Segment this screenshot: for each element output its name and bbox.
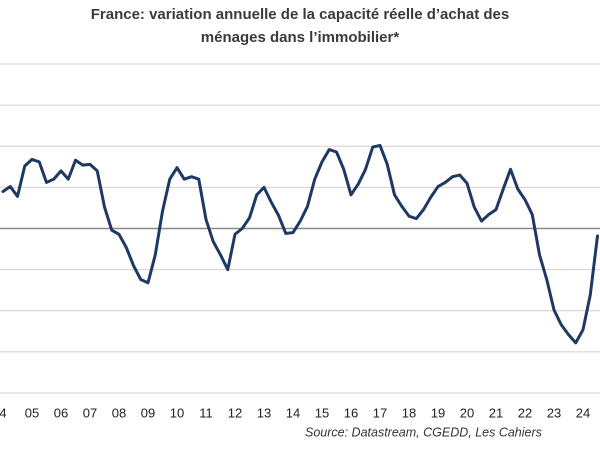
x-tick-label: 17 bbox=[373, 405, 387, 420]
x-tick-label: 13 bbox=[257, 405, 271, 420]
x-tick-label: 24 bbox=[576, 405, 590, 420]
x-tick-label: 23 bbox=[547, 405, 561, 420]
x-tick-label: 22 bbox=[518, 405, 532, 420]
x-tick-label: 20 bbox=[460, 405, 474, 420]
x-tick-label: 15 bbox=[315, 405, 329, 420]
x-tick-label: 12 bbox=[228, 405, 242, 420]
x-tick-label: 4 bbox=[0, 405, 7, 420]
x-tick-label: 19 bbox=[431, 405, 445, 420]
x-tick-label: 06 bbox=[54, 405, 68, 420]
chart-title: France: variation annuelle de la capacit… bbox=[91, 6, 510, 23]
x-tick-label: 14 bbox=[286, 405, 300, 420]
chart-title: ménages dans l’immobilier* bbox=[201, 29, 400, 46]
source: Source: Datastream, CGEDD, Les Cahiers bbox=[305, 425, 542, 439]
x-tick-label: 09 bbox=[141, 405, 155, 420]
x-tick-label: 18 bbox=[402, 405, 416, 420]
x-tick-label: 08 bbox=[112, 405, 126, 420]
x-tick-label: 21 bbox=[489, 405, 503, 420]
x-tick-label: 16 bbox=[344, 405, 358, 420]
x-tick-label: 05 bbox=[25, 405, 39, 420]
line bbox=[1, 143, 599, 345]
x-tick-label: 10 bbox=[170, 405, 184, 420]
x-tick-label: 11 bbox=[199, 405, 213, 420]
x-tick-label: 07 bbox=[83, 405, 97, 420]
